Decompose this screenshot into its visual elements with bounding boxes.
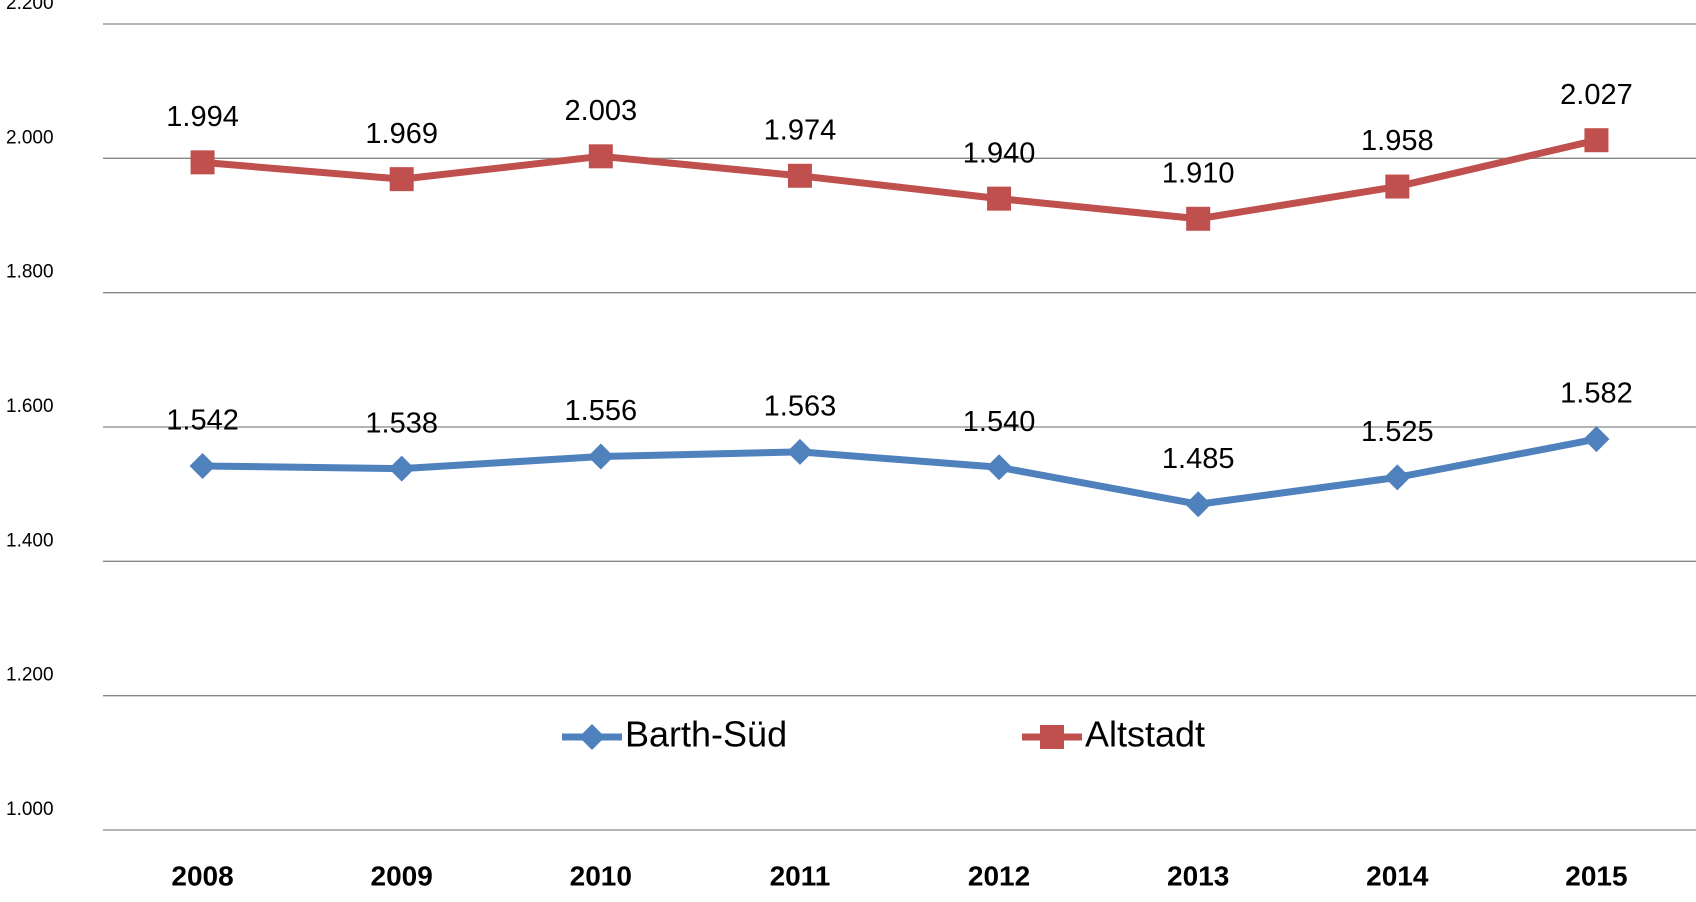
y-tick-label: 2.200 (6, 0, 54, 14)
data-label: 2.027 (1560, 79, 1633, 111)
series-line (202, 136, 1598, 223)
x-tick-label: 2013 (1167, 860, 1229, 891)
data-point (588, 144, 613, 169)
x-tick-label: 2008 (171, 860, 233, 891)
data-label: 1.974 (764, 114, 837, 146)
series-line (202, 435, 1598, 508)
x-tick-label: 2014 (1366, 860, 1429, 891)
legend-label: Altstadt (1085, 714, 1205, 755)
y-tick-label: 1.800 (6, 262, 54, 283)
data-label: 2.003 (565, 95, 638, 127)
data-label: 1.994 (166, 101, 239, 133)
x-tick-label: 2009 (371, 860, 433, 891)
y-tick-label: 2.000 (6, 127, 54, 148)
data-label: 1.958 (1361, 125, 1434, 157)
data-label: 1.542 (166, 405, 239, 437)
data-label: 1.538 (365, 407, 438, 439)
data-point (587, 443, 614, 470)
legend-marker (1040, 725, 1064, 749)
data-label: 1.556 (565, 395, 638, 427)
data-label: 1.563 (764, 391, 837, 423)
x-tick-label: 2012 (968, 860, 1030, 891)
y-tick-label: 1.000 (6, 799, 54, 820)
data-label: 1.485 (1162, 443, 1235, 475)
data-point (986, 454, 1013, 481)
y-tick-label: 1.400 (6, 530, 54, 551)
x-tick-label: 2010 (570, 860, 632, 891)
data-point (1186, 206, 1211, 231)
data-label: 1.582 (1560, 378, 1633, 410)
data-point (1185, 491, 1212, 518)
data-label: 1.940 (963, 137, 1036, 169)
data-label: 1.969 (365, 118, 438, 150)
data-point (987, 186, 1012, 211)
data-point (1583, 426, 1610, 453)
data-point (1384, 464, 1411, 491)
legend-label: Barth-Süd (625, 714, 787, 755)
data-point (1385, 174, 1410, 199)
y-tick-label: 1.200 (6, 665, 54, 686)
data-label: 1.525 (1361, 416, 1434, 448)
y-tick-label: 1.600 (6, 396, 54, 417)
data-point (189, 452, 216, 479)
x-tick-label: 2011 (770, 860, 831, 891)
data-point (786, 438, 813, 465)
x-tick-label: 2015 (1565, 860, 1627, 891)
legend-marker (579, 724, 605, 750)
data-point (388, 455, 415, 482)
data-point (787, 163, 812, 188)
data-point (190, 150, 215, 175)
data-point (1584, 128, 1609, 153)
data-label: 1.910 (1162, 157, 1235, 189)
data-point (389, 167, 414, 192)
data-label: 1.540 (963, 406, 1036, 438)
